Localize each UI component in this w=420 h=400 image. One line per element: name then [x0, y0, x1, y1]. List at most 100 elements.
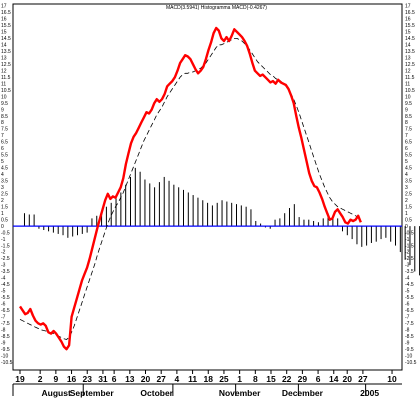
y-tick-label-right: 8 — [405, 120, 408, 126]
y-tick-label-right: 4 — [405, 172, 408, 178]
y-tick-label-right: 11.5 — [405, 75, 415, 81]
y-tick-label-left: 3 — [1, 185, 4, 191]
y-tick-label-left: -0.5 — [1, 230, 10, 236]
y-tick-label-right: 15.5 — [405, 23, 415, 29]
y-tick-label-right: 5 — [405, 159, 408, 165]
y-tick-label-right: 0.5 — [405, 217, 412, 223]
y-tick-label-left: 9 — [1, 107, 4, 113]
y-tick-label-left: -6.5 — [1, 308, 10, 314]
y-tick-label-right: 3 — [405, 185, 408, 191]
y-tick-label-right: 16.5 — [405, 10, 415, 16]
x-tick-label: 31 — [98, 374, 108, 384]
y-tick-label-left: -4.5 — [1, 282, 10, 288]
y-tick-label-right: 1.5 — [405, 204, 412, 210]
y-tick-label-left: 17 — [1, 4, 7, 10]
y-tick-label-right: 8.5 — [405, 114, 412, 120]
y-tick-label-right: 14 — [405, 43, 411, 49]
y-tick-label-right: -5.5 — [405, 295, 414, 301]
x-tick-label: 19 — [15, 374, 25, 384]
y-tick-label-left: 6 — [1, 146, 4, 152]
y-tick-label-left: 7 — [1, 133, 4, 139]
month-label: 2005 — [360, 388, 379, 398]
y-tick-label-left: 0.5 — [1, 217, 8, 223]
y-tick-label-left: 12 — [1, 68, 7, 74]
y-tick-label-right: 9 — [405, 107, 408, 113]
y-tick-label-right: -4 — [405, 276, 410, 282]
y-tick-label-right: 0 — [405, 224, 408, 230]
y-tick-label-right: 3.5 — [405, 179, 412, 185]
x-tick-label: 18 — [204, 374, 214, 384]
y-tick-label-left: -5.5 — [1, 295, 10, 301]
y-tick-label-right: 2.5 — [405, 191, 412, 197]
y-tick-label-left: -1 — [1, 237, 6, 243]
y-tick-label-right: 1 — [405, 211, 408, 217]
y-tick-label-left: -10.5 — [1, 360, 13, 366]
y-tick-label-right: 12.5 — [405, 62, 415, 68]
y-tick-label-right: -3 — [405, 263, 410, 269]
x-tick-label: 8 — [253, 374, 258, 384]
y-tick-label-left: 14.5 — [1, 36, 11, 42]
y-tick-label-right: -4.5 — [405, 282, 414, 288]
x-tick-label: 6 — [316, 374, 321, 384]
y-tick-label-right: 10.5 — [405, 88, 415, 94]
y-tick-label-right: 9.5 — [405, 101, 412, 107]
y-tick-label-right: 10 — [405, 94, 411, 100]
x-tick-label: 16 — [67, 374, 77, 384]
y-tick-label-right: -1.5 — [405, 243, 414, 249]
x-tick-label: 10 — [387, 374, 397, 384]
y-tick-label-left: 4 — [1, 172, 4, 178]
y-tick-label-right: 7.5 — [405, 127, 412, 133]
y-tick-label-left: -2 — [1, 250, 6, 256]
x-tick-label: 29 — [298, 374, 308, 384]
y-tick-label-left: -10 — [1, 353, 8, 359]
x-tick-label: 4 — [175, 374, 180, 384]
y-tick-label-right: 5.5 — [405, 153, 412, 159]
y-tick-label-left: 5.5 — [1, 153, 8, 159]
y-tick-label-left: 4.5 — [1, 166, 8, 172]
y-tick-label-right: -0.5 — [405, 230, 414, 236]
y-tick-label-right: 14.5 — [405, 36, 415, 42]
y-tick-label-right: -10 — [405, 353, 412, 359]
x-tick-label: 25 — [219, 374, 229, 384]
y-tick-label-right: 15 — [405, 30, 411, 36]
y-tick-label-left: 8.5 — [1, 114, 8, 120]
y-tick-label-left: 12.5 — [1, 62, 11, 68]
x-tick-label: 23 — [83, 374, 93, 384]
y-tick-label-left: 11 — [1, 81, 6, 87]
month-label: August — [42, 388, 71, 398]
y-tick-label-right: -6.5 — [405, 308, 414, 314]
y-tick-label-left: 5 — [1, 159, 4, 165]
chart-title: MACD(3.5941) Histogramma MACD(-0.4267) — [166, 5, 267, 11]
y-tick-label-left: 15.5 — [1, 23, 11, 29]
y-tick-label-left: -2.5 — [1, 256, 10, 262]
y-tick-label-right: -9 — [405, 340, 410, 346]
y-tick-label-left: 15 — [1, 30, 7, 36]
y-tick-label-right: -8 — [405, 327, 410, 333]
y-tick-label-right: 16 — [405, 17, 411, 23]
y-tick-label-right: -6 — [405, 302, 410, 308]
month-label: November — [219, 388, 261, 398]
y-tick-label-left: -8.5 — [1, 334, 10, 340]
month-label: October — [140, 388, 173, 398]
y-tick-label-right: 17 — [405, 4, 411, 10]
month-label: September — [70, 388, 115, 398]
y-tick-label-right: 12 — [405, 68, 411, 74]
x-tick-label: 15 — [266, 374, 276, 384]
y-tick-label-right: -7.5 — [405, 321, 414, 327]
y-tick-label-right: 6.5 — [405, 140, 412, 146]
x-tick-label: 14 — [329, 374, 339, 384]
y-tick-label-right: 7 — [405, 133, 408, 139]
y-tick-label-left: -7 — [1, 314, 6, 320]
y-tick-label-left: -9 — [1, 340, 6, 346]
y-tick-label-left: 6.5 — [1, 140, 8, 146]
y-tick-label-right: -10.5 — [405, 360, 417, 366]
signal-line — [19, 38, 361, 340]
y-tick-label-left: 7.5 — [1, 127, 8, 133]
y-tick-label-right: -8.5 — [405, 334, 414, 340]
y-tick-label-left: 2 — [1, 198, 4, 204]
y-tick-label-right: -1 — [405, 237, 410, 243]
y-tick-label-right: 2 — [405, 198, 408, 204]
y-tick-label-left: 1.5 — [1, 204, 8, 210]
